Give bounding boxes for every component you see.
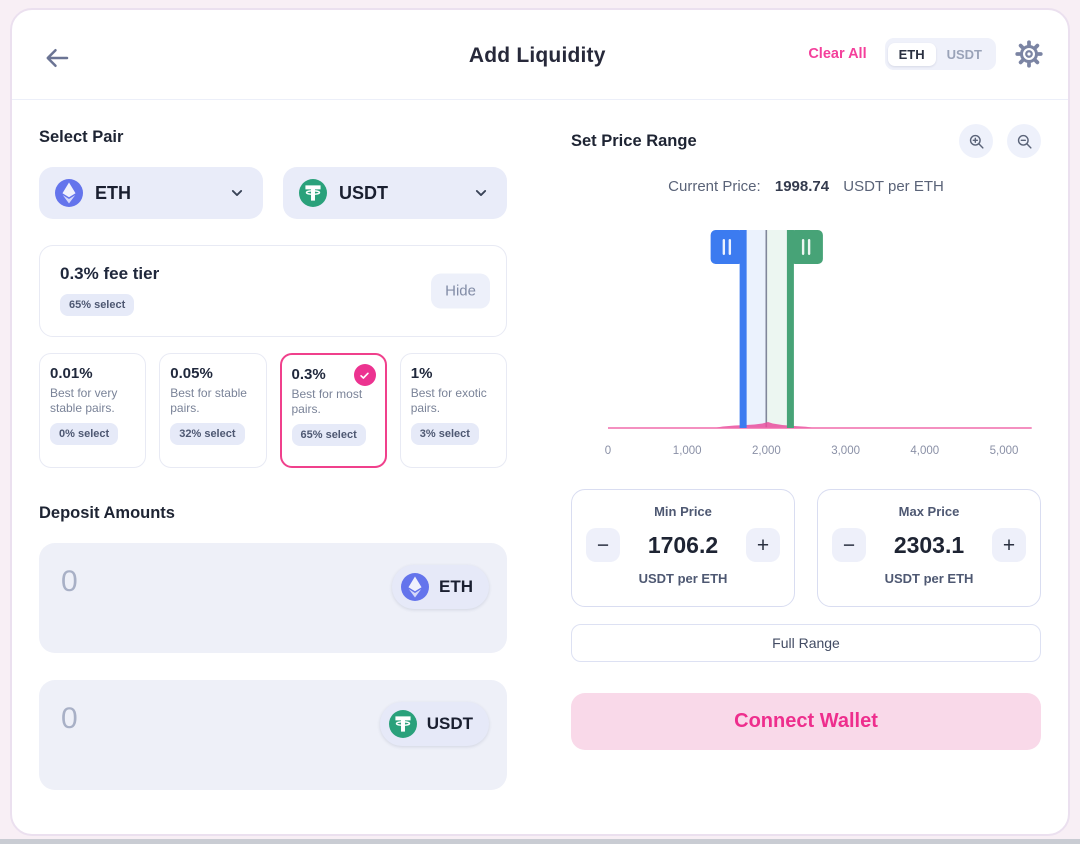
chevron-down-icon <box>475 190 487 196</box>
hide-button[interactable]: Hide <box>431 273 490 309</box>
fee-select-badge: 32% select <box>170 423 245 445</box>
fee-description: Best for stable pairs. <box>170 386 247 415</box>
deposit-token-symbol: USDT <box>426 714 473 733</box>
min-price-label: Min Price <box>654 504 712 519</box>
fee-tier-summary-card: 0.3% fee tier 65% select Hide <box>39 245 507 337</box>
zoom-in-button[interactable] <box>959 124 993 158</box>
header: Add Liquidity Clear All ETH USDT <box>12 10 1068 100</box>
min-price-box: Min Price − 1706.2 + USDT per ETH <box>571 489 795 607</box>
deposit-amount-usdt-input[interactable] <box>61 702 281 736</box>
fee-tier-option-0.3-selected[interactable]: 0.3% Best for most pairs. 65% select <box>279 353 387 468</box>
svg-text:1,000: 1,000 <box>673 445 702 457</box>
deposit-token-usdt-chip[interactable]: USDT <box>379 702 489 746</box>
clear-all-button[interactable]: Clear All <box>808 46 867 62</box>
token-b-select[interactable]: USDT <box>283 167 507 219</box>
current-price-unit: USDT per ETH <box>843 178 944 195</box>
zoom-out-button[interactable] <box>1007 124 1041 158</box>
max-price-increment-button[interactable]: + <box>991 528 1026 562</box>
svg-text:5,000: 5,000 <box>990 445 1019 457</box>
toggle-option-usdt[interactable]: USDT <box>946 46 982 62</box>
fee-tier-option-0.05[interactable]: 0.05% Best for stable pairs. 32% select <box>159 353 267 468</box>
add-liquidity-panel: Add Liquidity Clear All ETH USDT <box>10 8 1070 836</box>
min-price-unit: USDT per ETH <box>638 571 728 586</box>
chevron-down-icon <box>231 190 243 196</box>
deposit-amounts-title: Deposit Amounts <box>39 504 175 522</box>
back-arrow-icon <box>46 49 69 67</box>
fee-description: Best for exotic pairs. <box>410 386 487 415</box>
fee-rate: 0.01% <box>50 365 93 382</box>
price-range-chart[interactable]: 0 1,000 2,000 3,000 4,000 5,000 <box>571 213 1041 463</box>
deposit-token-eth-chip[interactable]: ETH <box>392 565 489 609</box>
fee-rate: 1% <box>410 365 433 382</box>
fee-select-badge: 65% select <box>291 424 366 446</box>
eth-icon <box>55 179 83 207</box>
max-price-decrement-button[interactable]: − <box>832 528 866 562</box>
fee-tier-option-1[interactable]: 1% Best for exotic pairs. 3% select <box>399 353 507 468</box>
current-price-label: Current Price: <box>668 178 761 195</box>
usdt-icon <box>299 179 327 207</box>
window-bottom-edge <box>0 839 1080 844</box>
gear-icon <box>1015 40 1043 68</box>
min-price-decrement-button[interactable]: − <box>586 528 620 562</box>
max-price-unit: USDT per ETH <box>884 571 974 586</box>
page-title: Add Liquidity <box>468 44 606 67</box>
fee-tier-option-0.01[interactable]: 0.01% Best for very stable pairs. 0% sel… <box>39 353 147 468</box>
deposit-input-eth-card: ETH <box>39 543 507 653</box>
rate-toggle: ETH USDT <box>884 38 996 70</box>
min-price-increment-button[interactable]: + <box>745 528 780 562</box>
current-price-value: 1998.74 <box>774 178 830 195</box>
svg-text:2,000: 2,000 <box>752 445 781 457</box>
connect-wallet-button[interactable]: Connect Wallet <box>571 693 1041 750</box>
eth-icon <box>401 573 429 601</box>
token-a-select[interactable]: ETH <box>39 167 263 219</box>
token-b-symbol: USDT <box>339 182 388 203</box>
full-range-button[interactable]: Full Range <box>571 624 1041 662</box>
current-price-row: Current Price: 1998.74 USDT per ETH <box>571 178 1041 195</box>
max-price-box: Max Price − 2303.1 + USDT per ETH <box>817 489 1041 607</box>
fee-select-badge: 3% select <box>410 423 479 445</box>
deposit-token-symbol: ETH <box>439 577 473 596</box>
deposit-input-usdt-card: USDT <box>39 680 507 790</box>
toggle-option-eth[interactable]: ETH <box>887 42 936 66</box>
zoom-in-icon <box>969 134 984 149</box>
settings-button[interactable] <box>1014 39 1044 69</box>
usdt-icon <box>388 710 417 738</box>
selected-check-icon <box>353 364 376 386</box>
back-button[interactable] <box>42 43 72 73</box>
zoom-out-icon <box>1017 134 1032 149</box>
min-price-value[interactable]: 1706.2 <box>647 531 719 558</box>
fee-rate: 0.05% <box>170 365 213 382</box>
fee-select-badge: 0% select <box>50 423 119 445</box>
deposit-amount-eth-input[interactable] <box>61 565 281 599</box>
fee-description: Best for most pairs. <box>291 387 363 416</box>
svg-text:3,000: 3,000 <box>831 445 860 457</box>
fee-tier-title: 0.3% fee tier <box>60 264 160 283</box>
fee-description: Best for very stable pairs. <box>50 386 118 415</box>
fee-rate: 0.3% <box>291 366 326 383</box>
svg-text:0: 0 <box>605 445 611 457</box>
select-pair-title: Select Pair <box>39 128 124 146</box>
max-price-label: Max Price <box>898 504 960 519</box>
svg-text:4,000: 4,000 <box>910 445 939 457</box>
fee-tier-select-badge: 65% select <box>60 294 135 316</box>
set-price-range-title: Set Price Range <box>571 131 697 150</box>
max-price-value[interactable]: 2303.1 <box>893 531 965 558</box>
fee-tier-options: 0.01% Best for very stable pairs. 0% sel… <box>39 353 507 468</box>
token-a-symbol: ETH <box>95 182 131 203</box>
